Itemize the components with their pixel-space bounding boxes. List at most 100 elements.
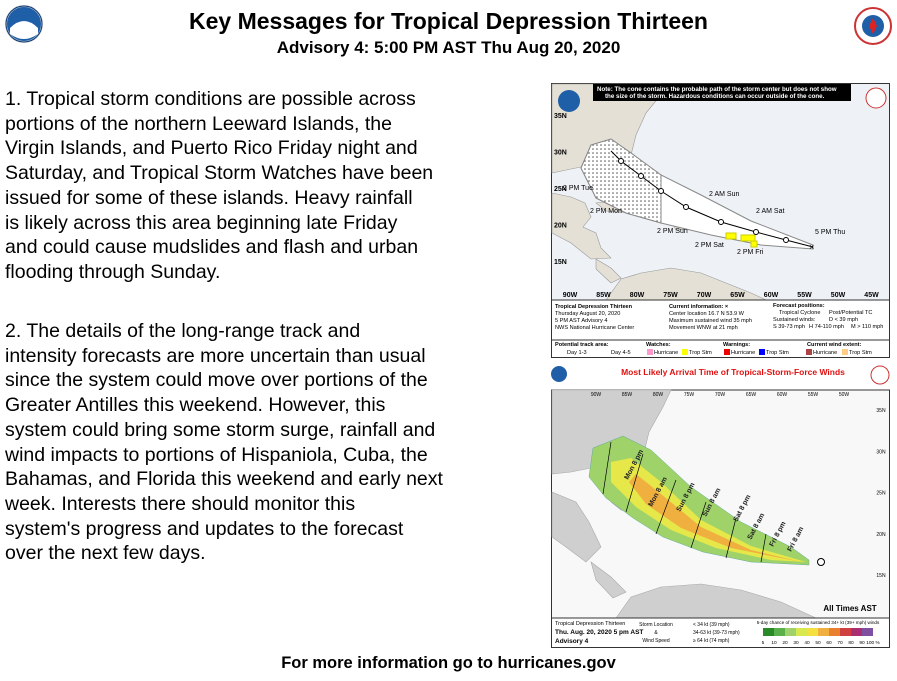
legend-text: Forecast positions: bbox=[773, 303, 825, 309]
message-line: 2. The details of the long-range track a… bbox=[5, 320, 361, 342]
legend-text: Trop Stm bbox=[849, 350, 872, 356]
legend-text: M > 110 mph bbox=[851, 324, 883, 330]
legend-text: Tropical Depression Thirteen bbox=[555, 621, 625, 627]
scale-label: 80 bbox=[848, 640, 854, 646]
time-lines bbox=[602, 441, 767, 563]
footer: For more information go to hurricanes.go… bbox=[281, 654, 616, 672]
legend-panel bbox=[551, 299, 890, 358]
legend-text: Hurricane bbox=[731, 350, 755, 356]
message-line: 1. Tropical storm conditions are possibl… bbox=[5, 88, 416, 110]
lon-label: 80W bbox=[653, 392, 664, 398]
legend-text: Hurricane bbox=[813, 350, 837, 356]
scale-label: 70 bbox=[837, 640, 843, 646]
wind-title: Most Likely Arrival Time of Tropical-Sto… bbox=[621, 367, 845, 377]
cone-map: × Note: The cone contains the probable p… bbox=[551, 83, 890, 358]
nws-logo bbox=[870, 365, 890, 385]
track-label: 2 PM Sat bbox=[695, 242, 724, 249]
legend-text: Trop Stm bbox=[689, 350, 712, 356]
watch-area bbox=[725, 232, 758, 248]
lon-label: 85W bbox=[596, 292, 611, 299]
scale-colors bbox=[763, 628, 873, 636]
noaa-logo bbox=[5, 5, 43, 43]
lon-label: 50W bbox=[831, 292, 846, 299]
lat-label: 25N bbox=[876, 491, 886, 497]
swath-outer bbox=[588, 435, 810, 566]
legend-text: 34-63 kt (39-73 mph) bbox=[693, 630, 740, 636]
storm-location bbox=[817, 558, 825, 566]
lon-label: 70W bbox=[697, 292, 712, 299]
legend-text: Hurricane bbox=[654, 350, 678, 356]
track-label: 2 PM Mon bbox=[590, 208, 622, 215]
message-line: and could cause mudslides and flash and … bbox=[5, 236, 419, 259]
legend-text: Center location 16.7 N 53.9 W bbox=[669, 311, 745, 317]
legend-text: Watches: bbox=[646, 342, 671, 348]
lon-label: 45W bbox=[864, 292, 879, 299]
lon-label: 75W bbox=[663, 292, 678, 299]
legend-text: NWS National Hurricane Center bbox=[555, 325, 634, 331]
lon-label: 60W bbox=[764, 292, 779, 299]
cone-day45 bbox=[580, 138, 662, 224]
legend-swatch bbox=[842, 349, 848, 355]
lat-label: 20N bbox=[554, 223, 567, 230]
lon-label: 70W bbox=[715, 392, 726, 398]
legend-text: Day 1-3 bbox=[567, 350, 587, 356]
legend-text: Wind Speed bbox=[642, 638, 669, 644]
legend-text: Sustained winds: bbox=[773, 317, 816, 323]
note: the size of the storm. Hazardous conditi… bbox=[605, 93, 825, 100]
lon-label: 60W bbox=[777, 392, 788, 398]
legend-text: < 34 kt (39 mph) bbox=[693, 622, 730, 628]
legend-text: Maximum sustained wind 35 mph bbox=[669, 318, 752, 324]
lon-label: 55W bbox=[808, 392, 819, 398]
legend-text: D < 39 mph bbox=[829, 317, 858, 323]
message-line: Saturday, and Tropical Storm Watches hav… bbox=[5, 162, 434, 185]
message-line: since the system could move over portion… bbox=[5, 369, 428, 392]
lat-label: 15N bbox=[876, 573, 886, 579]
legend-text: Movement WNW at 21 mph bbox=[669, 325, 738, 331]
scale-label: 60 bbox=[826, 640, 832, 646]
track-label: 2 AM Sat bbox=[756, 208, 784, 215]
scale-label: 30 bbox=[793, 640, 799, 646]
message-line: over the next few days. bbox=[5, 542, 206, 565]
scale-label: 40 bbox=[804, 640, 810, 646]
legend-swatch bbox=[647, 349, 653, 355]
legend-text: Potential track area: bbox=[555, 342, 609, 348]
corner-note: All Times AST bbox=[823, 604, 876, 613]
legend-text: Advisory 4 bbox=[555, 638, 589, 645]
legend-swatch bbox=[682, 349, 688, 355]
message-line: is likely across this area beginning lat… bbox=[5, 211, 398, 234]
message-line: Bahamas, and Florida this weekend and ea… bbox=[5, 468, 443, 491]
title: Key Messages for Tropical Depression Thi… bbox=[189, 8, 708, 34]
noaa-logo bbox=[551, 366, 567, 382]
swath-mid bbox=[611, 458, 806, 562]
legend-text: Warnings: bbox=[723, 342, 750, 348]
lat-label: 35N bbox=[554, 113, 567, 120]
track-label: 2 PM Fri bbox=[737, 249, 764, 256]
lon-label: 90W bbox=[591, 392, 602, 398]
message-line: system's progress and updates to the for… bbox=[5, 517, 404, 540]
message-line: flooding through Sunday. bbox=[5, 260, 221, 283]
noaa-logo bbox=[558, 90, 580, 112]
note: Note: The cone contains the probable pat… bbox=[597, 86, 837, 93]
lat-label: 20N bbox=[876, 532, 886, 538]
lon-label: 65W bbox=[730, 292, 745, 299]
legend-text: Current wind extent: bbox=[807, 342, 862, 348]
track-label: 2 PM Sun bbox=[657, 228, 688, 235]
message: 2. The details of the long-range track a… bbox=[5, 319, 545, 566]
message-line: Greater Antilles this weekend. However, … bbox=[5, 394, 386, 417]
message-line: issued for some of these islands. Heavy … bbox=[5, 186, 413, 209]
lon-label: 85W bbox=[622, 392, 633, 398]
scale-label: 90 bbox=[859, 640, 865, 646]
lat-label: 15N bbox=[554, 259, 567, 266]
legend-text: H 74-110 mph bbox=[809, 324, 844, 330]
legend-swatch bbox=[724, 349, 730, 355]
legend-text: Trop Stm bbox=[766, 350, 789, 356]
lon-label: 65W bbox=[746, 392, 757, 398]
nws-logo bbox=[854, 7, 892, 45]
subtitle: Advisory 4: 5:00 PM AST Thu Aug 20, 2020 bbox=[276, 38, 621, 57]
legend-text: S 39-73 mph bbox=[773, 324, 805, 330]
legend-swatch bbox=[759, 349, 765, 355]
wind-map: Most Likely Arrival Time of Tropical-Sto… bbox=[551, 365, 890, 648]
scale-label: 5 bbox=[762, 640, 765, 646]
lon-label: 80W bbox=[630, 292, 645, 299]
